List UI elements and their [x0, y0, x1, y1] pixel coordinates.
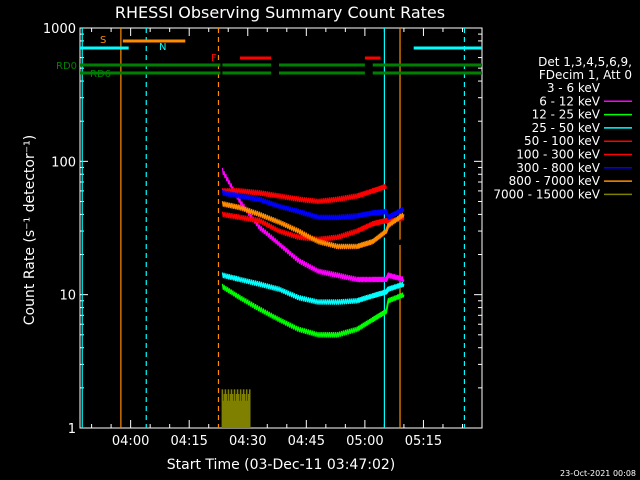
flag-label-rd6: RD6 — [90, 69, 111, 80]
legend-label: 50 - 100 keV — [524, 134, 601, 148]
generation-timestamp: 23-Oct-2021 00:08 — [560, 469, 636, 478]
series-line-100-300kev — [221, 184, 387, 205]
series-line-800-7000kev — [221, 201, 405, 250]
y-tick-label: 1 — [68, 422, 76, 437]
legend-label: 800 - 7000 keV — [509, 174, 601, 188]
series-line-25-50kev — [221, 272, 405, 305]
series-curves — [221, 129, 405, 428]
flag-label-s: S — [100, 35, 106, 46]
y-axis: 1 10 100 1000 — [43, 22, 482, 437]
legend-label: 100 - 300 keV — [516, 148, 600, 162]
legend-label: 7000 - 15000 keV — [493, 187, 600, 201]
plot-area: 1 10 100 1000 04:00 04:15 04:30 04:45 05:00 05:1… — [43, 22, 483, 449]
y-tick-label: 1000 — [43, 22, 76, 37]
series-line-3-6kev — [221, 129, 405, 247]
legend-label: 25 - 50 keV — [532, 121, 601, 135]
chart-title: RHESSI Observing Summary Count Rates — [115, 3, 445, 22]
mode-transition-lines — [81, 28, 466, 428]
legend-header-line-2: FDecim 1, Att 0 — [539, 68, 632, 82]
y-axis-label: Count Rate (s⁻¹ detector⁻¹) — [22, 135, 38, 325]
x-axis-label: Start Time (03-Dec-11 03:47:02) — [167, 457, 395, 473]
legend: Det 1,3,4,5,6,9, FDecim 1, Att 0 3 - 6 k… — [493, 55, 632, 201]
plot-frame — [79, 27, 483, 429]
series-line-50-100kev — [221, 211, 405, 243]
series-line-12-25kev — [221, 283, 405, 338]
legend-label: 6 - 12 keV — [539, 94, 601, 108]
series-line-300-800kev — [221, 190, 405, 221]
status-flag-bars: S N F RD0 RD6 — [56, 35, 482, 80]
x-tick-label: 05:15 — [405, 434, 442, 449]
flag-label-f: F — [211, 53, 217, 64]
x-axis: 04:00 04:15 04:30 04:45 05:00 05:15 — [91, 28, 463, 449]
flag-label-n: N — [159, 42, 166, 53]
x-tick-label: 04:15 — [170, 434, 207, 449]
x-tick-label: 04:00 — [112, 434, 149, 449]
y-tick-label: 100 — [51, 155, 76, 170]
legend-label: 300 - 800 keV — [516, 161, 600, 175]
y-tick-label: 10 — [59, 289, 76, 304]
legend-label: 12 - 25 keV — [532, 108, 601, 122]
legend-label: 3 - 6 keV — [547, 81, 601, 95]
series-line-6-12kev — [221, 168, 405, 283]
x-tick-label: 04:30 — [229, 434, 266, 449]
x-tick-label: 05:00 — [346, 434, 383, 449]
legend-header-line-1: Det 1,3,4,5,6,9, — [538, 55, 632, 69]
x-tick-label: 04:45 — [288, 434, 325, 449]
flag-label-rd0: RD0 — [56, 61, 77, 72]
